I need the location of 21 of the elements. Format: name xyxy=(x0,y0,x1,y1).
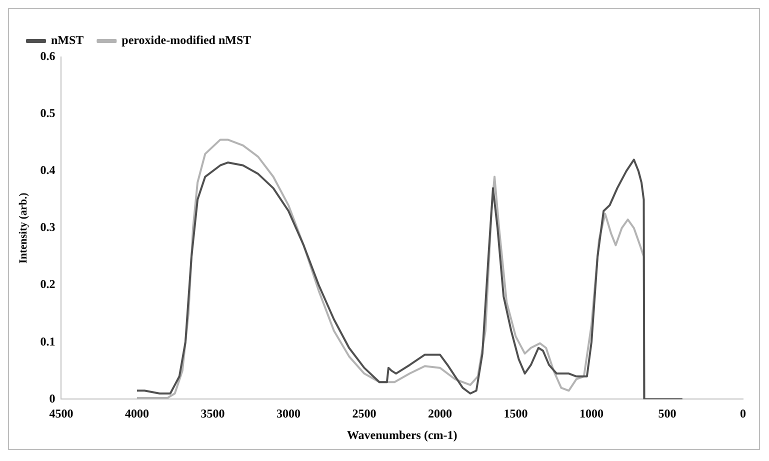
y-axis-title: Intensity (arb.) xyxy=(17,192,30,264)
y-tick-label: 0.2 xyxy=(40,277,56,292)
legend-label: peroxide-modified nMST xyxy=(122,33,252,48)
x-tick-label: 1000 xyxy=(579,406,604,420)
x-tick-label: 2500 xyxy=(352,406,376,420)
y-tick-label: 0.5 xyxy=(40,106,56,120)
y-tick-label: 0.3 xyxy=(40,220,56,234)
y-tick-label: 0.6 xyxy=(40,49,56,64)
x-tick-label: 3000 xyxy=(276,406,300,420)
y-tick-label: 0.4 xyxy=(40,163,56,178)
y-tick-label: 0 xyxy=(49,391,56,406)
x-tick-label: 4000 xyxy=(124,406,149,420)
x-tick-label: 4500 xyxy=(49,406,74,420)
y-tick-label: 0.1 xyxy=(40,334,56,348)
legend-label: nMST xyxy=(51,33,84,48)
x-tick-label: 1500 xyxy=(504,406,528,420)
x-tick-label: 2000 xyxy=(428,406,452,420)
x-tick-label: 500 xyxy=(658,406,676,420)
x-axis-title: Wavenumbers (cm-1) xyxy=(346,428,458,442)
x-tick-label: 0 xyxy=(740,406,746,420)
x-tick-label: 3500 xyxy=(200,406,225,420)
